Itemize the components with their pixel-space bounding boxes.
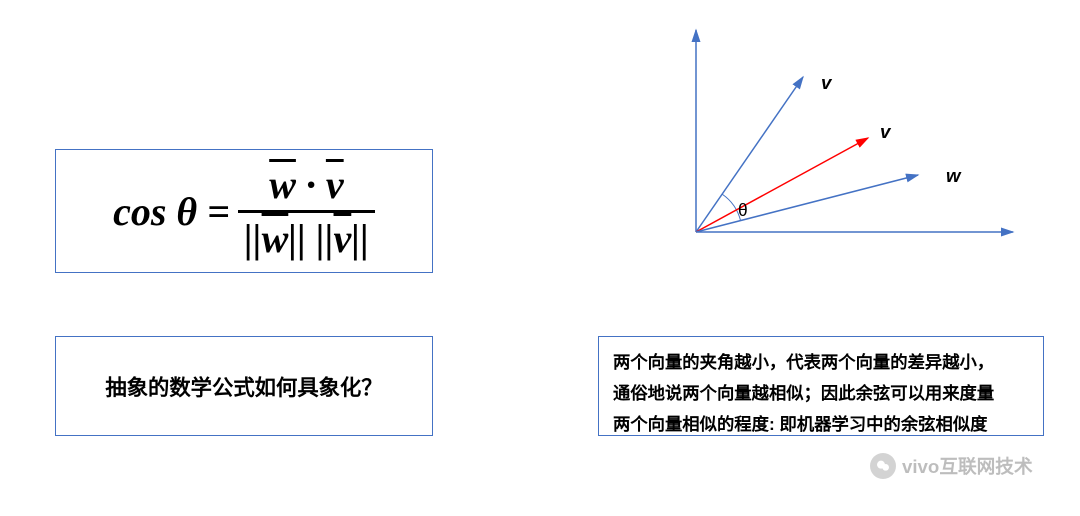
explanation-line3-prefix: 两个向量相似的程度: 即机器学习中的 [613, 414, 901, 434]
formula-box: cos θ = w · v ||w|| ||v|| [55, 149, 433, 273]
vector-label-w: w [946, 165, 962, 186]
vector-label-v_red: v [880, 121, 892, 142]
watermark: vivo互联网技术 [870, 452, 1033, 479]
wechat-icon-svg [875, 458, 891, 474]
cosine-formula: cos θ = w · v ||w|| ||v|| [113, 161, 375, 262]
formula-lhs: cos θ = [113, 188, 238, 235]
explanation-line-2: 通俗地说两个向量越相似；因此余弦可以用来度量 [613, 378, 1029, 409]
explanation-line-1: 两个向量的夹角越小，代表两个向量的差异越小， [613, 347, 1029, 378]
explanation-box: 两个向量的夹角越小，代表两个向量的差异越小， 通俗地说两个向量越相似；因此余弦可… [598, 336, 1044, 436]
watermark-text: vivo互联网技术 [902, 452, 1033, 479]
angle-theta-label: θ [738, 200, 748, 220]
explanation-line3-bold: 余弦相似度 [901, 414, 988, 434]
formula-numerator: w · v [263, 161, 349, 210]
vector-diagram-svg: v v w θ [598, 10, 1044, 310]
question-text: 抽象的数学公式如何具象化？ [105, 371, 382, 402]
vector-v_red [696, 138, 868, 232]
question-box: 抽象的数学公式如何具象化？ [55, 336, 433, 436]
formula-denominator: ||w|| ||v|| [238, 210, 375, 262]
vector-label-v_outer: v [821, 72, 833, 93]
vector-diagram: v v w θ [598, 10, 1044, 310]
formula-fraction: w · v ||w|| ||v|| [238, 161, 375, 262]
wechat-icon [870, 453, 896, 479]
explanation-line-3: 两个向量相似的程度: 即机器学习中的余弦相似度 [613, 409, 1029, 440]
